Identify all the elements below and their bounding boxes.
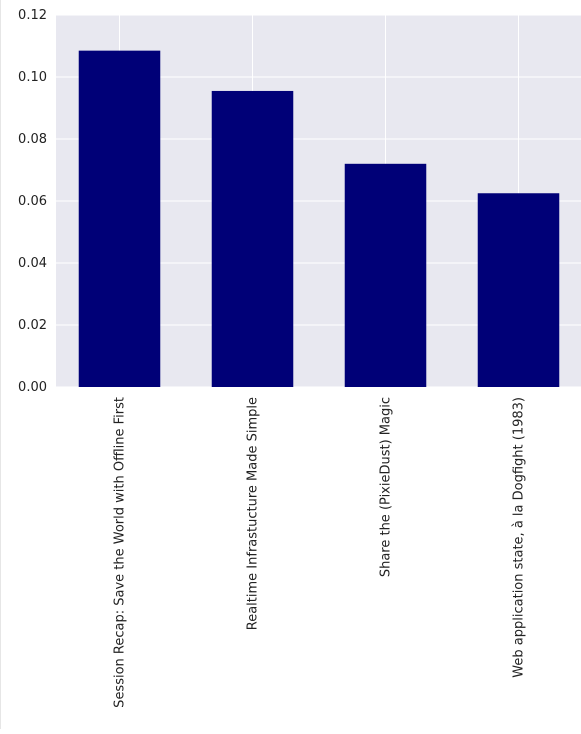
- x-axis-ticks: Session Recap: Save the World with Offli…: [113, 397, 527, 708]
- x-tick-label: Share the (PixieDust) Magic: [379, 397, 394, 577]
- x-tick-label: Session Recap: Save the World with Offli…: [113, 397, 128, 708]
- y-tick-label: 0.06: [18, 194, 47, 209]
- y-axis-ticks: 0.00 0.02 0.04 0.06 0.08 0.10 0.12: [18, 8, 47, 395]
- y-tick-label: 0.12: [18, 8, 47, 23]
- y-tick-label: 0.04: [18, 256, 47, 271]
- y-tick-label: 0.10: [18, 70, 47, 85]
- bars: [78, 50, 560, 388]
- x-tick-label: Web application state, à la Dogfight (19…: [512, 397, 527, 678]
- y-tick-label: 0.00: [18, 380, 47, 395]
- y-tick-label: 0.02: [18, 318, 47, 333]
- y-tick-label: 0.08: [18, 132, 47, 147]
- x-tick-label: Realtime Infrastucture Made Simple: [246, 397, 261, 630]
- bar: [344, 163, 427, 387]
- bar: [78, 50, 161, 388]
- bar: [211, 90, 294, 387]
- bar: [477, 193, 560, 387]
